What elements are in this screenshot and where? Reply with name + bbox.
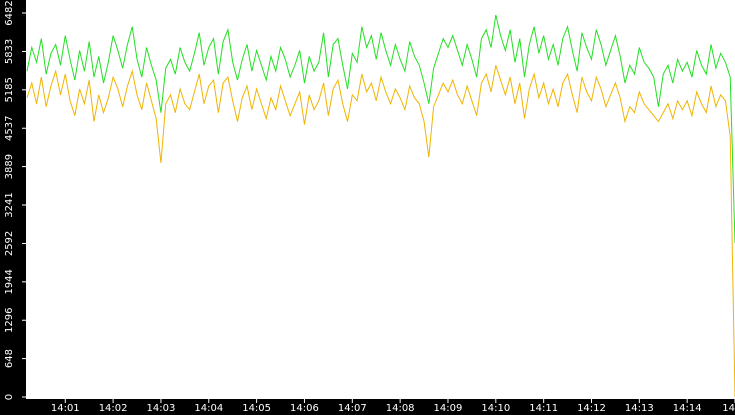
y-tick-label: 3889 (4, 154, 15, 179)
y-tick-label: 3241 (4, 192, 15, 217)
x-tick-label: 14:10 (481, 403, 510, 414)
x-axis-strip (0, 399, 735, 415)
x-tick-label: 14:02 (99, 403, 128, 414)
y-tick-label: 0 (4, 394, 15, 400)
x-tick-label: 14 (722, 403, 735, 414)
y-tick-label: 6482 (4, 0, 15, 25)
y-tick-label: 5833 (4, 39, 15, 64)
y-tick-label: 2592 (4, 231, 15, 256)
x-tick-label: 14:07 (338, 403, 367, 414)
series-line (26, 65, 735, 398)
y-axis-strip (0, 0, 26, 415)
x-tick-label: 14:09 (434, 403, 463, 414)
y-tick-label: 4537 (4, 115, 15, 140)
y-tick-label: 5185 (4, 77, 15, 102)
x-tick-label: 14:04 (194, 403, 223, 414)
x-tick-label: 14:11 (529, 403, 558, 414)
y-tick-label: 1944 (4, 269, 15, 294)
x-tick-label: 14:12 (577, 403, 606, 414)
x-tick-label: 14:01 (51, 403, 80, 414)
x-tick-label: 14:13 (625, 403, 654, 414)
x-tick-label: 14:03 (147, 403, 176, 414)
x-tick-label: 14:06 (290, 403, 319, 414)
x-tick-label: 14:14 (673, 403, 702, 414)
y-tick-label: 1296 (4, 307, 15, 332)
x-tick-label: 14:08 (386, 403, 415, 414)
x-tick-label: 14:05 (242, 403, 271, 414)
y-tick-label: 648 (4, 349, 15, 368)
series-line (26, 14, 735, 243)
